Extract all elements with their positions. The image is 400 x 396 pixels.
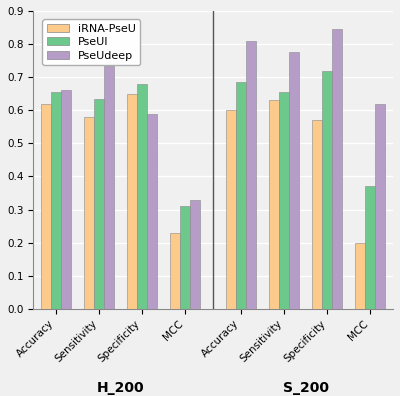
- Bar: [246, 41, 256, 309]
- Bar: [279, 92, 289, 309]
- Bar: [180, 206, 190, 309]
- Bar: [84, 117, 94, 309]
- Text: S_200: S_200: [283, 381, 329, 395]
- Bar: [312, 120, 322, 309]
- Bar: [365, 187, 375, 309]
- Bar: [127, 94, 137, 309]
- Bar: [190, 200, 200, 309]
- Bar: [61, 90, 71, 309]
- Bar: [236, 82, 246, 309]
- Bar: [289, 52, 299, 309]
- Legend: iRNA-PseU, PseUI, PseUdeep: iRNA-PseU, PseUI, PseUdeep: [42, 19, 140, 65]
- Bar: [170, 233, 180, 309]
- Bar: [375, 104, 386, 309]
- Bar: [355, 243, 365, 309]
- Bar: [41, 104, 51, 309]
- Bar: [226, 110, 236, 309]
- Bar: [137, 84, 147, 309]
- Bar: [147, 114, 157, 309]
- Text: H_200: H_200: [97, 381, 144, 395]
- Bar: [104, 66, 114, 309]
- Bar: [269, 100, 279, 309]
- Bar: [322, 70, 332, 309]
- Bar: [94, 99, 104, 309]
- Bar: [51, 92, 61, 309]
- Bar: [332, 29, 342, 309]
